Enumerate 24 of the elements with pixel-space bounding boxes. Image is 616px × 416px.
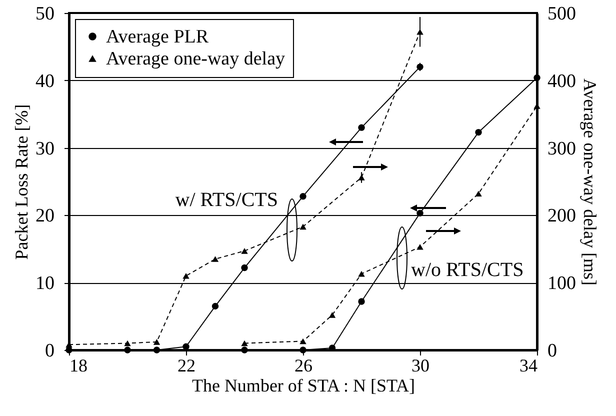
y-axis-title: Packet Loss Rate [%] — [12, 104, 32, 260]
y2-tick-label: 500 — [548, 4, 576, 24]
annotation: w/ RTS/CTS — [175, 189, 278, 211]
annotation: w/o RTS/CTS — [411, 259, 524, 281]
y-tick-label: 0 — [45, 340, 54, 362]
y2-axis-title: Average one-way delay [ms] — [580, 78, 600, 286]
y2-tick-label: 0 — [548, 340, 557, 362]
legend-label: Average one-way delay — [106, 48, 286, 70]
y-tick-label: 10 — [36, 273, 54, 294]
y-tick-label: 30 — [36, 138, 54, 160]
legend-label: Average PLR — [106, 26, 209, 48]
x-tick-label: 18 — [70, 356, 88, 376]
y-tick-label: 20 — [36, 206, 54, 227]
x-tick-label: 34 — [520, 356, 538, 376]
y2-tick-label: 100 — [548, 273, 576, 294]
x-tick-label: 30 — [412, 356, 430, 376]
x-tick-label: 26 — [294, 356, 312, 376]
y-tick-label: 50 — [36, 4, 54, 24]
y2-tick-label: 400 — [548, 70, 576, 92]
y2-tick-label: 300 — [548, 138, 576, 160]
y2-tick-label: 200 — [548, 206, 576, 227]
x-tick-label: 22 — [178, 356, 196, 376]
y-tick-label: 40 — [36, 70, 54, 92]
x-axis-title: The Number of STA : N [STA] — [192, 376, 416, 396]
